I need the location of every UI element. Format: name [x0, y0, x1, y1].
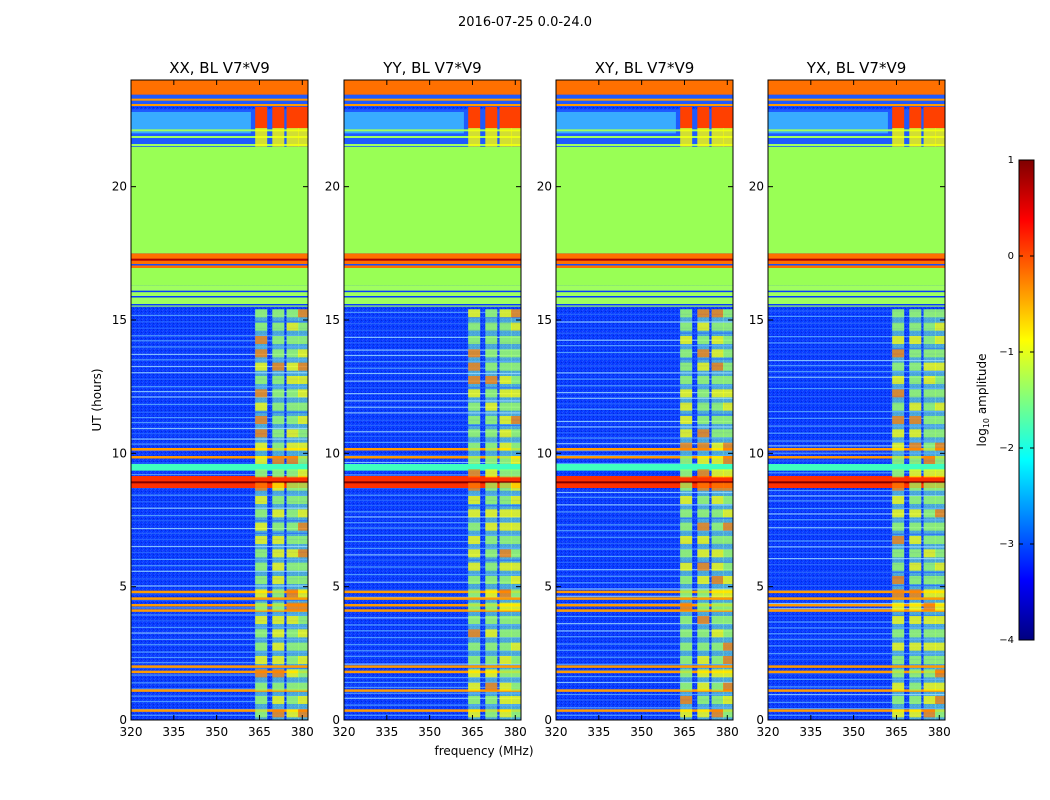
colorbar-tick-label: −4 — [999, 635, 1014, 646]
y-tick-label: 10 — [537, 446, 552, 460]
colorbar-tick-label: −1 — [999, 347, 1014, 358]
axes-frame — [555, 79, 734, 721]
x-tick-label: 320 — [120, 725, 143, 739]
axes-frame — [130, 79, 309, 721]
panel-2: YY, BL V7*V9 320 335 350 365 380 0 5 10 15 20 — [325, 59, 527, 739]
panel-title: YX, BL V7*V9 — [806, 59, 907, 77]
x-tick-label: 320 — [545, 725, 568, 739]
y-tick-label: 10 — [112, 446, 127, 460]
figure-suptitle: 2016-07-25 0.0-24.0 — [458, 15, 592, 30]
y-tick-label: 0 — [756, 713, 764, 727]
colorbar: 1 0 −1 −2 −3 −4 log10 amplitude — [975, 155, 1035, 646]
x-tick-label: 335 — [799, 725, 822, 739]
x-tick-label: 350 — [418, 725, 441, 739]
x-tick-label: 335 — [587, 725, 610, 739]
x-axis-label: frequency (MHz) — [434, 744, 533, 758]
y-tick-label: 5 — [756, 580, 764, 594]
y-tick-label: 0 — [332, 713, 340, 727]
x-tick-label: 365 — [461, 725, 484, 739]
x-tick-label: 380 — [716, 725, 739, 739]
y-tick-label: 20 — [537, 180, 552, 194]
y-tick-label: 15 — [112, 313, 127, 327]
panel-4: YX, BL V7*V9 320 335 350 365 380 0 5 10 15 20 — [749, 59, 951, 739]
x-tick-label: 365 — [885, 725, 908, 739]
colorbar-tick-label: 0 — [1008, 251, 1014, 262]
panel-title: XX, BL V7*V9 — [169, 59, 270, 77]
x-tick-label: 320 — [333, 725, 356, 739]
spectrogram-image — [768, 80, 945, 720]
panel-title: XY, BL V7*V9 — [595, 59, 695, 77]
x-tick-label: 365 — [248, 725, 271, 739]
x-tick-label: 380 — [928, 725, 951, 739]
x-tick-label: 320 — [757, 725, 780, 739]
y-tick-label: 15 — [325, 313, 340, 327]
spectrogram-image — [131, 80, 308, 720]
y-tick-label: 20 — [325, 180, 340, 194]
colorbar-label: log10 amplitude — [975, 354, 991, 447]
y-tick-label: 20 — [112, 180, 127, 194]
y-tick-label: 5 — [119, 580, 127, 594]
colorbar-tick-label: −3 — [999, 539, 1014, 550]
x-tick-label: 380 — [291, 725, 314, 739]
y-tick-label: 5 — [544, 580, 552, 594]
colorbar-tick-label: 1 — [1008, 155, 1014, 166]
spectrogram-image — [556, 80, 733, 720]
y-tick-label: 15 — [749, 313, 764, 327]
spectrogram-image — [344, 80, 521, 720]
x-tick-label: 365 — [673, 725, 696, 739]
axes-frame — [767, 79, 946, 721]
x-tick-label: 350 — [842, 725, 865, 739]
y-tick-label: 10 — [749, 446, 764, 460]
y-axis-label: UT (hours) — [90, 368, 104, 431]
x-tick-label: 335 — [375, 725, 398, 739]
x-tick-label: 350 — [205, 725, 228, 739]
panel-1: XX, BL V7*V9 320 335 350 365 380 0 5 10 15 20 — [112, 59, 314, 739]
y-tick-label: 0 — [544, 713, 552, 727]
colorbar-ticks: 1 0 −1 −2 −3 −4 — [999, 155, 1034, 646]
y-tick-label: 15 — [537, 313, 552, 327]
x-tick-label: 350 — [630, 725, 653, 739]
colorbar-gradient — [1018, 159, 1035, 641]
panel-3: XY, BL V7*V9 320 335 350 365 380 0 5 10 15 20 — [537, 59, 739, 739]
y-tick-label: 0 — [119, 713, 127, 727]
x-tick-label: 335 — [162, 725, 185, 739]
y-tick-label: 5 — [332, 580, 340, 594]
y-tick-label: 10 — [325, 446, 340, 460]
x-tick-label: 380 — [504, 725, 527, 739]
panel-title: YY, BL V7*V9 — [382, 59, 481, 77]
y-tick-label: 20 — [749, 180, 764, 194]
colorbar-tick-label: −2 — [999, 443, 1014, 454]
axes-frame — [343, 79, 522, 721]
